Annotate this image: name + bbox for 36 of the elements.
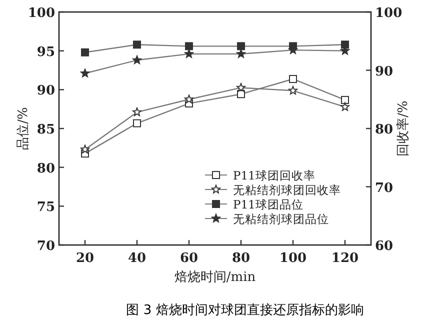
y2-tick-label: 60: [375, 239, 394, 254]
x-axis-title: 焙烧时间/min: [174, 270, 256, 285]
point: [340, 102, 350, 111]
x-tick-label: 20: [76, 251, 94, 266]
caption: 图 3 焙烧时间对球团直接还原指标的影响: [126, 303, 364, 318]
point: [341, 96, 349, 104]
y-tick-label: 100: [28, 6, 55, 21]
y-tick-label: 95: [36, 44, 55, 60]
point: [132, 107, 142, 116]
y2-tick-label: 90: [375, 64, 394, 80]
legend-label: 无粘结剂球团回收率: [233, 183, 341, 197]
y-tick-label: 80: [36, 161, 55, 176]
point: [237, 90, 245, 98]
y-tick-label: 75: [36, 200, 55, 216]
x-tick-label: 40: [128, 251, 146, 266]
point: [184, 94, 194, 104]
y-tick-label: 70: [36, 239, 55, 254]
point: [80, 144, 90, 154]
legend-label: P11球团品位: [233, 198, 304, 212]
x-tick-label: 60: [180, 251, 198, 266]
y2-tick-label: 80: [375, 122, 394, 138]
point: [288, 86, 298, 95]
legend-label: 无粘结剂球团品位: [233, 212, 329, 226]
y-axis-title: 品位/%: [16, 107, 31, 150]
x-tick-label: 120: [331, 251, 359, 266]
y-tick-label: 85: [36, 122, 55, 138]
point: [236, 83, 246, 92]
x-tick-label: 100: [279, 251, 307, 266]
y2-tick-label: 70: [375, 180, 394, 196]
x-tick-label: 80: [232, 251, 250, 266]
y2-axis-title: 回收率/%: [395, 100, 411, 156]
y-tick-label: 90: [36, 84, 55, 99]
y2-tick-label: 100: [375, 6, 402, 21]
point: [133, 119, 141, 128]
legend-label: P11球团回收率: [233, 168, 316, 182]
point: [289, 74, 297, 83]
